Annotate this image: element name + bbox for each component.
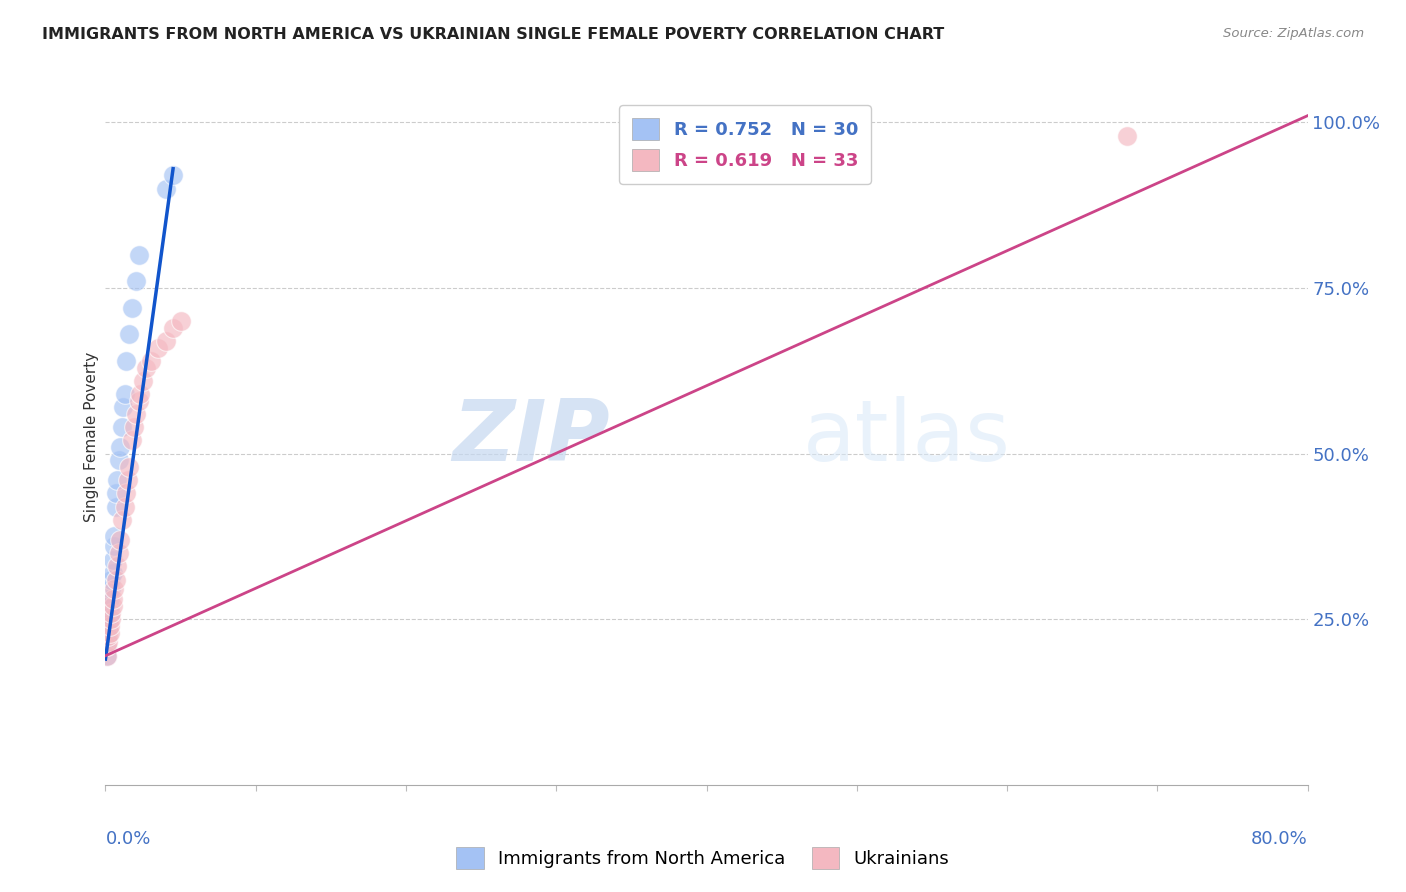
Text: atlas: atlas bbox=[803, 395, 1011, 479]
Point bbox=[96, 639, 118, 653]
Point bbox=[100, 582, 122, 597]
Text: ZIP: ZIP bbox=[453, 395, 610, 479]
Point bbox=[100, 573, 122, 587]
Point bbox=[124, 407, 146, 421]
Point bbox=[115, 486, 138, 500]
Point bbox=[155, 181, 177, 195]
Legend: R = 0.752   N = 30, R = 0.619   N = 33: R = 0.752 N = 30, R = 0.619 N = 33 bbox=[620, 105, 870, 184]
Point bbox=[111, 420, 134, 434]
Point bbox=[114, 500, 136, 514]
Point bbox=[1116, 128, 1139, 143]
Point bbox=[135, 360, 157, 375]
Point bbox=[122, 420, 145, 434]
Point bbox=[101, 592, 124, 607]
Point bbox=[103, 529, 125, 543]
Point bbox=[110, 440, 132, 454]
Point bbox=[100, 612, 122, 626]
Point bbox=[162, 320, 184, 334]
Point bbox=[114, 387, 136, 401]
Point bbox=[139, 354, 162, 368]
Point bbox=[121, 301, 143, 315]
Point bbox=[103, 540, 125, 554]
Point bbox=[96, 625, 118, 640]
Point bbox=[96, 639, 118, 653]
Text: 80.0%: 80.0% bbox=[1251, 830, 1308, 848]
Point bbox=[104, 500, 127, 514]
Point bbox=[124, 274, 146, 288]
Point bbox=[111, 513, 134, 527]
Point bbox=[146, 341, 169, 355]
Point bbox=[98, 592, 121, 607]
Point bbox=[101, 552, 124, 566]
Point bbox=[100, 606, 122, 620]
Point bbox=[107, 473, 129, 487]
Text: 0.0%: 0.0% bbox=[105, 830, 150, 848]
Point bbox=[121, 434, 143, 448]
Point bbox=[128, 393, 150, 408]
Point bbox=[118, 327, 141, 342]
Point bbox=[98, 619, 121, 633]
Point bbox=[162, 169, 184, 183]
Text: IMMIGRANTS FROM NORTH AMERICA VS UKRAINIAN SINGLE FEMALE POVERTY CORRELATION CHA: IMMIGRANTS FROM NORTH AMERICA VS UKRAINI… bbox=[42, 27, 945, 42]
Point bbox=[98, 599, 121, 613]
Point bbox=[110, 533, 132, 547]
Point bbox=[112, 401, 135, 415]
Point bbox=[96, 648, 118, 663]
Point bbox=[115, 354, 138, 368]
Point bbox=[107, 559, 129, 574]
Point bbox=[98, 609, 121, 624]
Point bbox=[129, 387, 152, 401]
Y-axis label: Single Female Poverty: Single Female Poverty bbox=[83, 352, 98, 522]
Point bbox=[104, 573, 127, 587]
Point bbox=[169, 314, 191, 328]
Point bbox=[97, 615, 120, 630]
Point bbox=[128, 248, 150, 262]
Point bbox=[118, 459, 141, 474]
Point bbox=[98, 625, 121, 640]
Point bbox=[132, 374, 155, 388]
Point bbox=[97, 629, 120, 643]
Point bbox=[96, 648, 118, 663]
Point bbox=[155, 334, 177, 348]
Point bbox=[104, 486, 127, 500]
Point bbox=[101, 599, 124, 613]
Point bbox=[108, 546, 131, 560]
Point bbox=[97, 635, 120, 649]
Point bbox=[97, 622, 120, 636]
Point bbox=[108, 453, 131, 467]
Legend: Immigrants from North America, Ukrainians: Immigrants from North America, Ukrainian… bbox=[447, 838, 959, 879]
Text: Source: ZipAtlas.com: Source: ZipAtlas.com bbox=[1223, 27, 1364, 40]
Point bbox=[101, 566, 124, 580]
Point bbox=[96, 632, 118, 647]
Point bbox=[103, 582, 125, 597]
Point bbox=[117, 473, 139, 487]
